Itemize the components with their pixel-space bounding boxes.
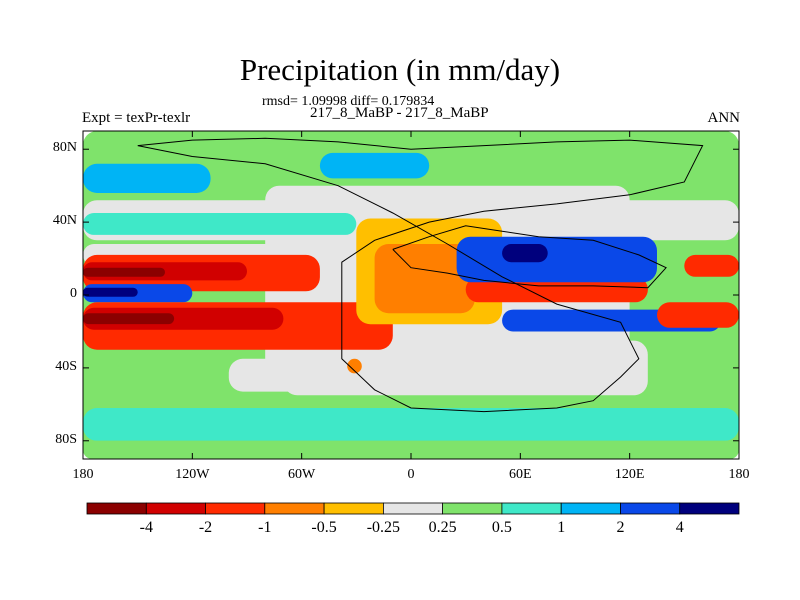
colorbar-swatch [382, 502, 444, 515]
colorbar-swatch [501, 502, 562, 515]
colorbar-level-label: -1 [258, 519, 272, 536]
experiment-subtitle: 217_8_MaBP - 217_8_MaBP [310, 105, 489, 121]
colorbar-swatch [679, 502, 740, 515]
stats-line: rmsd= 1.09998 diff= 0.179834 [262, 94, 435, 109]
axis-ticks [82, 131, 740, 459]
region-west-pacific-south-red [657, 302, 739, 328]
colorbar-level-label: -4 [139, 519, 153, 536]
colorbar-level-label: 2 [616, 519, 625, 536]
map-title: Precipitation (in mm/day) [239, 52, 561, 87]
region-southern-orange-spot [347, 358, 362, 374]
colorbar-level-label: -2 [198, 519, 213, 536]
region-north-atlantic-wet [319, 152, 430, 179]
x-tick-label: 180 [728, 467, 750, 482]
colorbar-swatch [560, 502, 621, 515]
colorbar-swatch [323, 502, 384, 515]
region-tropical-pacific-north-max [83, 267, 165, 277]
y-tick-label: 40S [55, 358, 77, 374]
region-southern-ocean-cyan [83, 408, 739, 441]
region-west-pacific-red [684, 254, 739, 277]
coastline-outlines [137, 137, 704, 413]
region-antarctic-green [83, 440, 739, 459]
precipitation-field [83, 131, 739, 459]
x-tick-label: 180 [72, 467, 94, 482]
colorbar-level-label: 0.25 [428, 519, 457, 536]
x-tick-label: 120W [175, 467, 210, 482]
colorbar-swatch [205, 502, 266, 515]
colorbar-level-label: -0.25 [366, 519, 401, 536]
region-continent-deep-orange [374, 244, 475, 314]
colorbar-level-label: 0.5 [491, 519, 512, 536]
colorbar-swatch [86, 502, 147, 515]
x-tick-label: 120E [614, 467, 645, 482]
experiment-label: Expt = texPr-texlr [82, 110, 191, 126]
colorbar-swatch [264, 502, 325, 515]
region-southern-dry-belt [228, 358, 594, 392]
colorbar [86, 502, 740, 515]
colorbar-swatch [620, 502, 681, 515]
x-tick-label: 60E [509, 467, 532, 482]
season-label: ANN [707, 110, 741, 126]
region-tropical-pacific-south-max [83, 313, 175, 325]
colorbar-level-label: 1 [557, 519, 566, 536]
x-tick-label: 60W [288, 467, 316, 482]
colorbar-level-label: -0.5 [311, 519, 337, 536]
region-indian-ocean-navy [502, 244, 548, 263]
ocean-basin-outline [137, 137, 704, 413]
region-equatorial-navy [83, 287, 138, 297]
colorbar-swatch [442, 502, 503, 515]
y-tick-label: 0 [70, 286, 77, 301]
y-tick-label: 80S [55, 431, 77, 447]
x-tick-label: 0 [407, 467, 415, 482]
y-tick-label: 40N [52, 213, 77, 229]
subcontinent-outline [392, 225, 667, 289]
region-indian-ocean-blue [456, 236, 657, 283]
colorbar-level-label: 4 [675, 519, 684, 536]
colorbar-swatch [145, 502, 207, 515]
y-tick-label: 80N [52, 140, 77, 156]
region-north-pacific-wet [83, 163, 211, 193]
region-north-pacific-cyan [83, 213, 357, 235]
